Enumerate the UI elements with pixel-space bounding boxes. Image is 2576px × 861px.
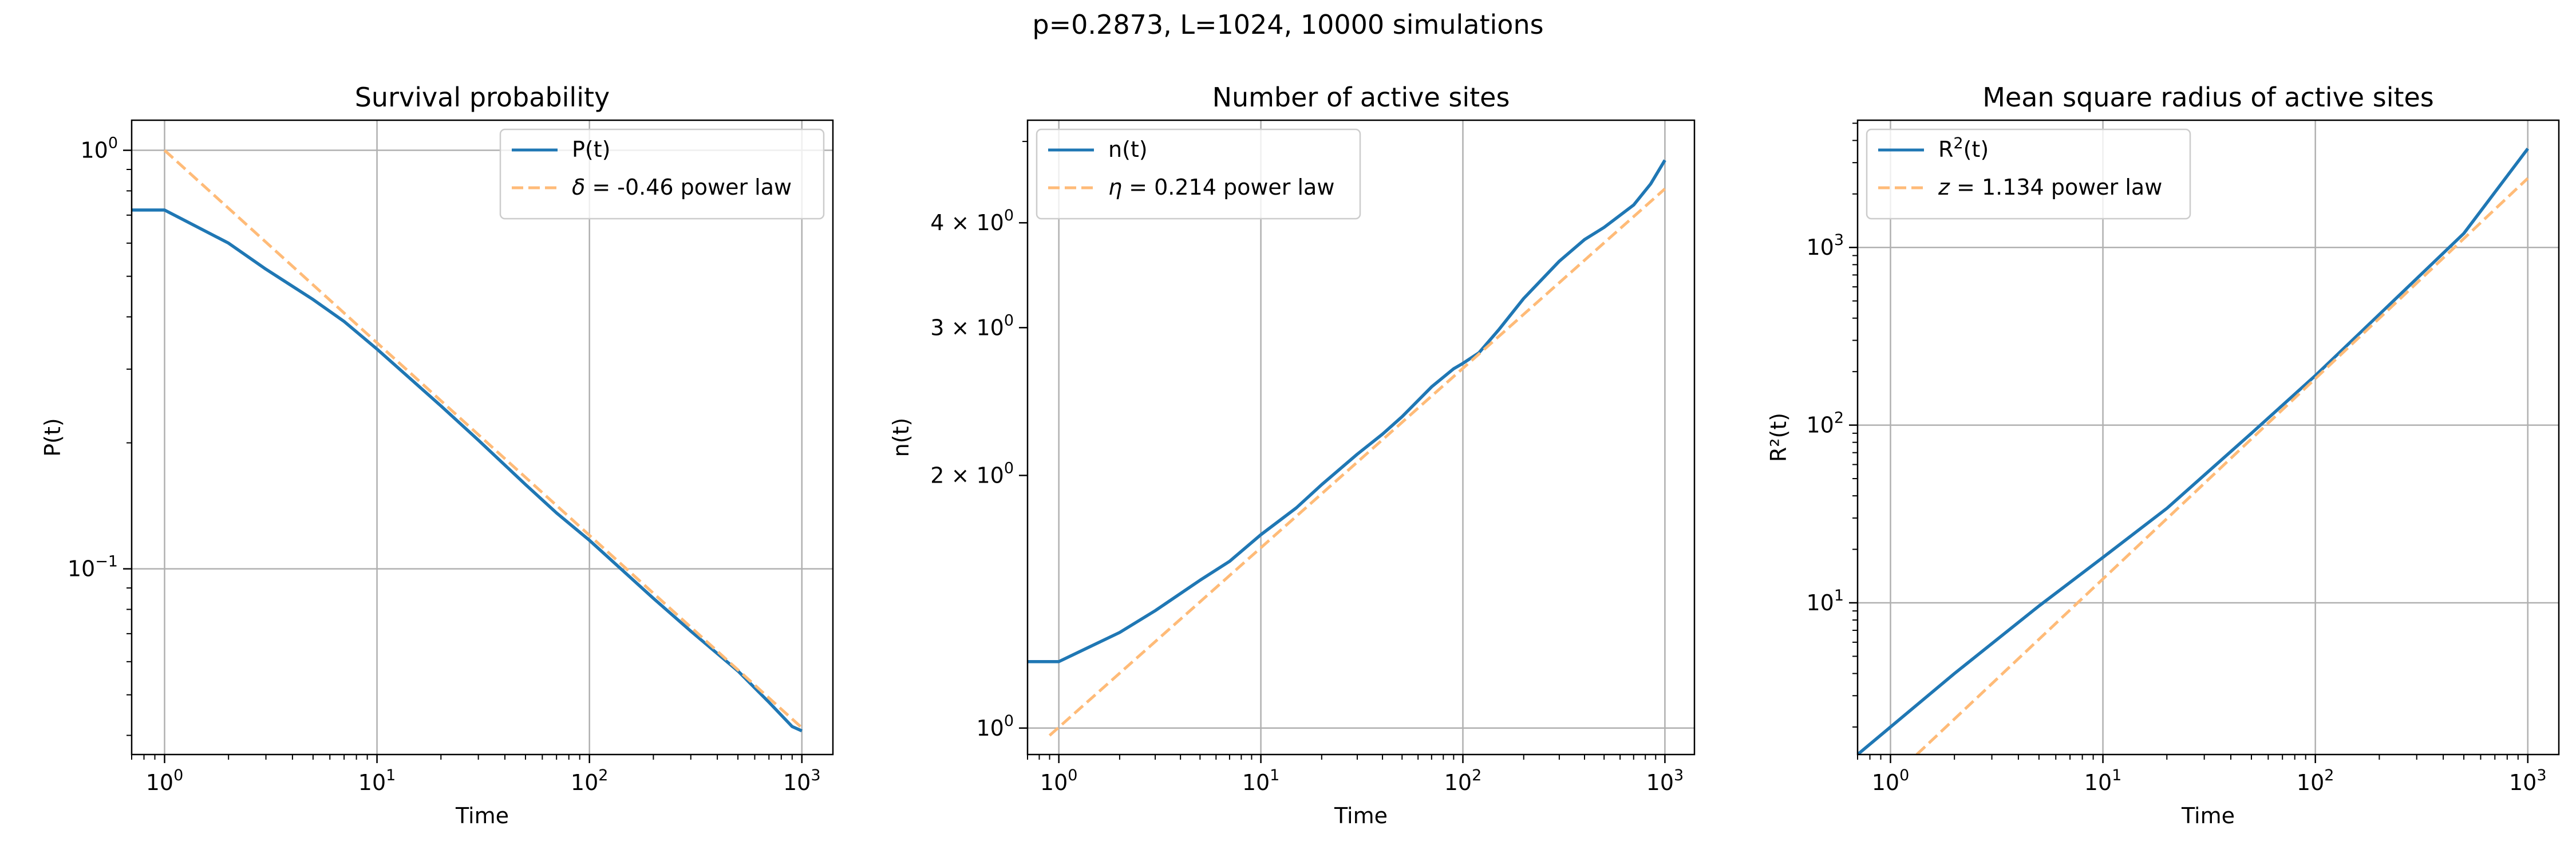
y-tick-label: 100 [976, 712, 1014, 741]
chart-title: Survival probability [355, 82, 610, 113]
minor-ticks [1022, 141, 1657, 760]
chart-panel-3: 100 101 102 103 101 102 103 Mean square radius … [1766, 82, 2560, 828]
y-axis-label: P(t) [40, 418, 65, 456]
chart-panel-1: 100 101 102 103 100 10−1 Survival probability T… [40, 82, 834, 828]
x-tick-label: 102 [571, 767, 609, 795]
chart-title: Number of active sites [1212, 82, 1510, 113]
figure-suptitle: p=0.2873, L=1024, 10000 simulations [1032, 9, 1544, 40]
legend: P(t) δ = -0.46 power law [499, 128, 825, 220]
y-axis-label: R²(t) [1766, 413, 1791, 462]
x-axis-label: Time [2181, 803, 2235, 828]
series-group [132, 149, 803, 733]
y-tick-label: 10−1 [68, 553, 118, 582]
axes-frame [131, 119, 834, 756]
grid [1858, 120, 2559, 755]
x-tick-label: 103 [783, 767, 821, 795]
y-axis-label: n(t) [888, 418, 914, 457]
y-tick-label: 102 [1806, 409, 1844, 438]
grid [132, 120, 833, 755]
axes-frame [1026, 119, 1696, 756]
power-law-fit-line [1048, 188, 1666, 737]
y-tick-label: 100 [80, 135, 118, 163]
x-tick-label: 101 [2084, 767, 2122, 795]
x-axis-label: Time [1334, 803, 1388, 828]
data-series-line [1858, 147, 2529, 755]
x-tick-label: 101 [358, 767, 396, 795]
y-tick-label: 101 [1806, 587, 1844, 615]
minor-ticks [1852, 123, 2519, 760]
data-series-line [1028, 159, 1666, 663]
x-axis-label: Time [455, 803, 509, 828]
legend-entry: z = 1.134 power law [1938, 175, 2162, 200]
x-tick-label: 100 [146, 767, 184, 795]
y-tick-label: 4 × 100 [930, 207, 1014, 235]
axes-frame [1856, 119, 2560, 756]
series-group [1028, 159, 1666, 737]
legend-box [499, 128, 825, 220]
x-tick-label: 102 [1444, 767, 1482, 795]
data-series-line [132, 208, 803, 733]
series-group [1858, 147, 2529, 755]
x-tick-label: 101 [1242, 767, 1280, 795]
chart-panel-2: 100 101 102 103 100 2 × 100 3 × 100 4 × 100 Numb… [888, 82, 1696, 828]
x-tick-label: 100 [1872, 767, 1910, 795]
grid [1028, 120, 1694, 755]
legend-entry: η = 0.214 power law [1108, 175, 1334, 200]
legend-entry: R2(t) [1938, 135, 1989, 162]
legend-entry: P(t) [572, 137, 610, 162]
y-tick-label: 103 [1806, 231, 1844, 260]
x-tick-label: 103 [2509, 767, 2547, 795]
x-tick-label: 100 [1040, 767, 1078, 795]
legend: R2(t) z = 1.134 power law [1866, 128, 2191, 220]
power-law-fit-line [163, 149, 803, 729]
y-tick-label: 3 × 100 [930, 311, 1014, 340]
legend-entry: n(t) [1108, 137, 1148, 162]
chart-title: Mean square radius of active sites [1982, 82, 2434, 113]
legend: n(t) η = 0.214 power law [1036, 128, 1361, 220]
legend-box [1866, 128, 2191, 220]
power-law-fit-line [1915, 177, 2529, 755]
legend-box [1036, 128, 1361, 220]
x-tick-label: 103 [1646, 767, 1684, 795]
legend-entry: δ = -0.46 power law [572, 175, 792, 200]
minor-ticks [127, 169, 793, 760]
x-tick-label: 102 [2297, 767, 2334, 795]
y-tick-label: 2 × 100 [930, 459, 1014, 488]
